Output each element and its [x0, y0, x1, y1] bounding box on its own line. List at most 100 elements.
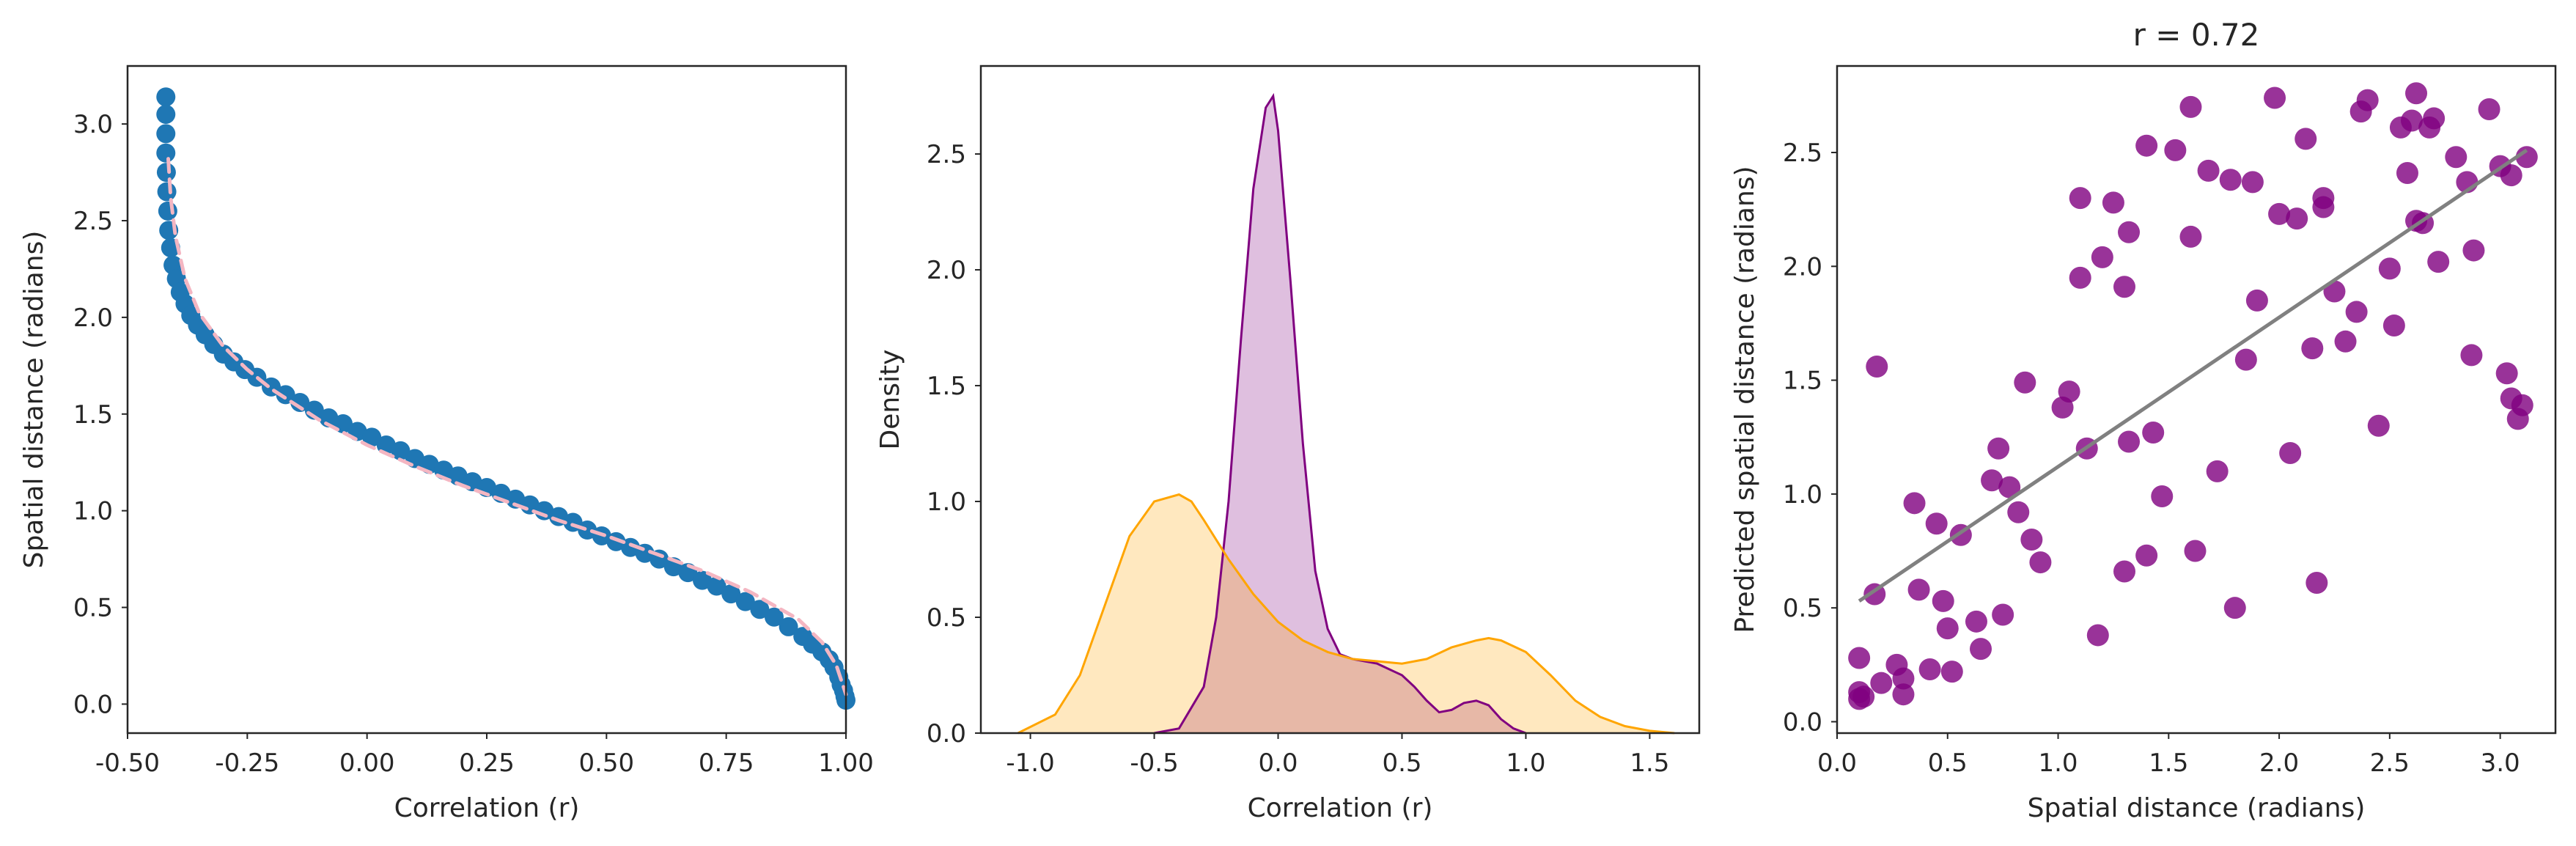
- data-point: [2179, 225, 2202, 248]
- panel3-x-ticks: 0.0 0.5 1.0 1.5 2.0 2.5 3.0: [1817, 733, 2520, 778]
- data-point: [2223, 597, 2246, 619]
- panel1-x-ticks: -0.50 -0.25 0.00 0.25 0.50 0.75 1.00: [95, 733, 874, 778]
- data-point: [2219, 169, 2242, 191]
- data-point: [2113, 276, 2135, 298]
- data-point: [290, 392, 310, 412]
- data-point: [1907, 578, 1930, 601]
- data-point: [2007, 501, 2030, 523]
- data-point: [158, 201, 177, 221]
- data-point: [1998, 476, 2021, 499]
- panel2-x-tick-label: -1.0: [1006, 748, 1054, 778]
- data-point: [2382, 315, 2405, 337]
- panel1-frame: [126, 65, 847, 735]
- data-point: [276, 385, 295, 405]
- density-curve-0: [1154, 92, 1526, 735]
- data-point: [2500, 164, 2522, 187]
- panel1-data-layer: [156, 87, 855, 710]
- data-point: [157, 182, 177, 202]
- data-point: [2142, 422, 2165, 444]
- panel3-x-tick-label: 0.0: [1817, 748, 1857, 778]
- panel1-x-tick-label: 1.00: [818, 748, 874, 778]
- data-point: [2367, 414, 2390, 437]
- data-point: [2401, 109, 2423, 132]
- panel3-x-tick-label: 2.5: [2370, 748, 2410, 778]
- panel1-y-ticks: 0.0 0.5 1.0 1.5 2.0 2.5 3.0: [73, 110, 128, 719]
- panel3-frame: [1836, 65, 2557, 735]
- data-point: [2135, 544, 2158, 567]
- panel1-x-tick-label: 0.75: [699, 748, 754, 778]
- data-point: [2268, 202, 2291, 225]
- data-point: [2295, 128, 2317, 150]
- data-point: [2118, 430, 2141, 453]
- data-point: [779, 617, 798, 636]
- data-point: [2462, 239, 2485, 262]
- panel3-y-tick-label: 2.0: [1783, 252, 1822, 282]
- data-point: [2014, 371, 2036, 394]
- data-point: [2405, 82, 2428, 105]
- data-point: [2334, 330, 2357, 353]
- density-area-1: [1017, 494, 1675, 733]
- data-point: [1932, 589, 1954, 612]
- data-point: [1848, 688, 1871, 710]
- data-point: [2069, 266, 2091, 289]
- data-point: [2478, 98, 2500, 121]
- data-point: [2405, 210, 2428, 232]
- panel3-x-tick-label: 1.5: [2149, 748, 2188, 778]
- panel3-x-tick-label: 1.0: [2038, 748, 2078, 778]
- panel2-data-layer: [1017, 92, 1675, 735]
- panel2-y-tick-label: 2.5: [927, 140, 966, 169]
- data-point: [319, 408, 339, 428]
- panel3-y-axis-label: Predicted spatial distance (radians): [1730, 166, 1760, 633]
- trend-line-dashed: [166, 157, 848, 696]
- panel2-y-tick-label: 1.5: [927, 372, 966, 401]
- data-point: [2118, 221, 2141, 243]
- data-point: [2511, 394, 2533, 416]
- panel1-x-tick-label: -0.25: [215, 748, 279, 778]
- data-point: [1892, 683, 1915, 706]
- panel2-y-tick-label: 1.0: [927, 488, 966, 517]
- data-point: [1870, 672, 1893, 694]
- data-point: [2264, 87, 2286, 109]
- panel3-y-tick-label: 0.5: [1783, 594, 1822, 623]
- data-point: [578, 521, 597, 540]
- data-point: [2460, 344, 2483, 367]
- data-point: [2427, 251, 2450, 273]
- panel1-y-tick-label: 3.0: [73, 110, 113, 139]
- data-point: [2423, 107, 2446, 130]
- data-point: [2396, 161, 2418, 184]
- panel2-x-tick-label: -0.5: [1130, 748, 1178, 778]
- data-point: [1848, 647, 1871, 669]
- data-point: [1981, 469, 2003, 492]
- panel1-x-tick-label: 0.50: [578, 748, 634, 778]
- data-point: [2197, 159, 2220, 182]
- data-point: [765, 607, 784, 627]
- panel-correlation-vs-distance: -0.50 -0.25 0.00 0.25 0.50 0.75 1.00 0.0 0.5 1.0…: [19, 65, 874, 823]
- panel3-title: r = 0.72: [2133, 17, 2260, 53]
- panel1-x-tick-label: -0.50: [95, 748, 160, 778]
- data-point: [156, 87, 176, 107]
- panel3-y-ticks: 0.0 0.5 1.0 1.5 2.0 2.5: [1783, 139, 1837, 737]
- data-point: [1940, 661, 1963, 683]
- panel2-x-tick-label: 1.5: [1630, 748, 1669, 778]
- data-point: [2312, 187, 2335, 210]
- data-point: [1892, 667, 1915, 690]
- data-point: [1970, 638, 1992, 661]
- panel2-y-ticks: 0.0 0.5 1.0 1.5 2.0 2.5: [927, 140, 981, 748]
- data-point: [2102, 191, 2124, 214]
- data-point: [2020, 529, 2043, 551]
- panel3-y-tick-label: 0.0: [1783, 707, 1822, 737]
- data-point: [693, 570, 712, 590]
- data-point: [707, 576, 726, 596]
- data-point: [750, 600, 770, 619]
- data-point: [2345, 301, 2368, 323]
- data-point: [2029, 551, 2052, 574]
- data-point: [2069, 187, 2091, 210]
- panel1-y-tick-label: 0.5: [73, 594, 113, 623]
- panel3-x-tick-label: 0.5: [1928, 748, 1968, 778]
- data-point: [2135, 134, 2158, 157]
- panel1-x-tick-label: 0.00: [339, 748, 395, 778]
- data-point: [2164, 139, 2187, 161]
- density-area-0: [1154, 96, 1526, 733]
- regression-line: [1858, 148, 2528, 603]
- data-point: [2184, 540, 2207, 562]
